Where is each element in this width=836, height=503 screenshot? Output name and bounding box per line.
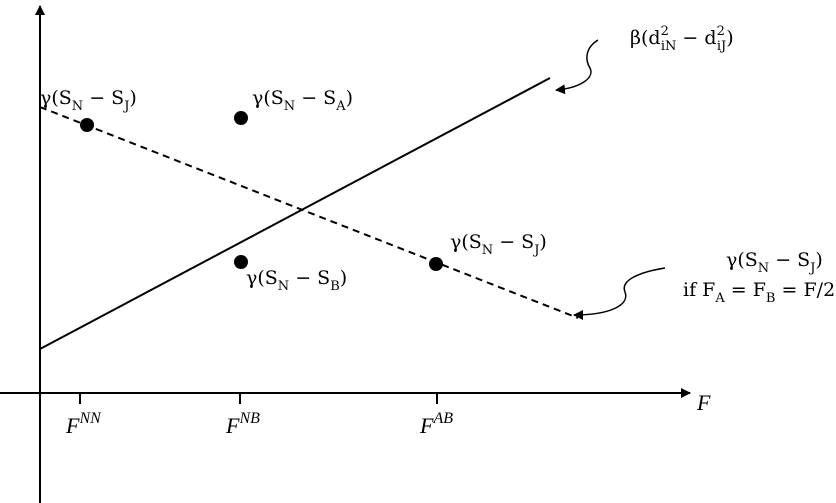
label-main: if F bbox=[683, 279, 715, 301]
label-main: β(d bbox=[630, 27, 661, 49]
tick-base: F bbox=[225, 413, 240, 438]
label-main: ) bbox=[815, 249, 822, 271]
label: γ(SN − SJ) bbox=[450, 231, 547, 258]
label: γ(SN − SJ) bbox=[40, 87, 137, 114]
label: γ(SN − SB) bbox=[246, 267, 347, 294]
label-main: ) bbox=[726, 27, 733, 49]
tick-base: F bbox=[419, 413, 434, 438]
label: γ(SN − SJ) bbox=[726, 249, 823, 276]
label-sub: N bbox=[758, 261, 769, 276]
tick-label: FNB bbox=[225, 410, 260, 438]
label-sub: J bbox=[122, 99, 129, 114]
tick-base: F bbox=[65, 413, 80, 438]
tick-sup: NB bbox=[238, 410, 260, 427]
solid-line bbox=[39, 77, 551, 350]
label-main: γ(S bbox=[40, 87, 72, 109]
label: γ(SN − SA) bbox=[252, 87, 353, 114]
label-main: ) bbox=[346, 87, 353, 109]
label-sub: J bbox=[532, 243, 539, 258]
label-main: ) bbox=[340, 267, 347, 289]
point bbox=[429, 257, 443, 271]
label-sub: A bbox=[714, 291, 725, 306]
label-sub: N bbox=[72, 99, 83, 114]
point bbox=[234, 111, 248, 125]
label: if FA = FB = F/2 bbox=[683, 279, 835, 306]
label-main: γ(S bbox=[246, 267, 278, 289]
label-main: − S bbox=[295, 87, 336, 109]
label-main: − S bbox=[769, 249, 810, 271]
label-sub: A bbox=[335, 99, 346, 114]
label-sup: 2 bbox=[717, 24, 725, 39]
label-main: = F/2 bbox=[775, 279, 835, 301]
label: β(d2 iN − d2 iJ) bbox=[630, 24, 734, 54]
label-sub: N bbox=[482, 243, 493, 258]
label-main: − S bbox=[289, 267, 330, 289]
label-main: ) bbox=[129, 87, 136, 109]
label-main: γ(S bbox=[726, 249, 758, 271]
label-main: = F bbox=[725, 279, 766, 301]
tick-sup: NN bbox=[78, 410, 102, 427]
tick-sup: AB bbox=[432, 410, 453, 427]
label-sub: J bbox=[808, 261, 815, 276]
curved-arrow bbox=[573, 267, 666, 320]
curved-arrow bbox=[555, 39, 599, 95]
label-main: ) bbox=[539, 231, 546, 253]
label-sub: N bbox=[278, 279, 289, 294]
x-axis-label: F bbox=[696, 390, 711, 415]
label-main: γ(S bbox=[252, 87, 284, 109]
tick-label: FNN bbox=[65, 410, 102, 438]
point bbox=[80, 118, 94, 132]
label-sub: B bbox=[330, 279, 340, 294]
label-sub: B bbox=[766, 291, 776, 306]
dashed-line bbox=[39, 106, 579, 319]
label-main: − S bbox=[493, 231, 534, 253]
label-main: − d bbox=[676, 27, 716, 49]
label-main: γ(S bbox=[450, 231, 482, 253]
label-sub: iN bbox=[661, 39, 677, 54]
point bbox=[234, 255, 248, 269]
label-sup: 2 bbox=[661, 24, 669, 39]
tick-label: FAB bbox=[419, 410, 453, 438]
label-sub: N bbox=[284, 99, 295, 114]
label-main: − S bbox=[83, 87, 124, 109]
label-sub: iJ bbox=[717, 39, 726, 54]
